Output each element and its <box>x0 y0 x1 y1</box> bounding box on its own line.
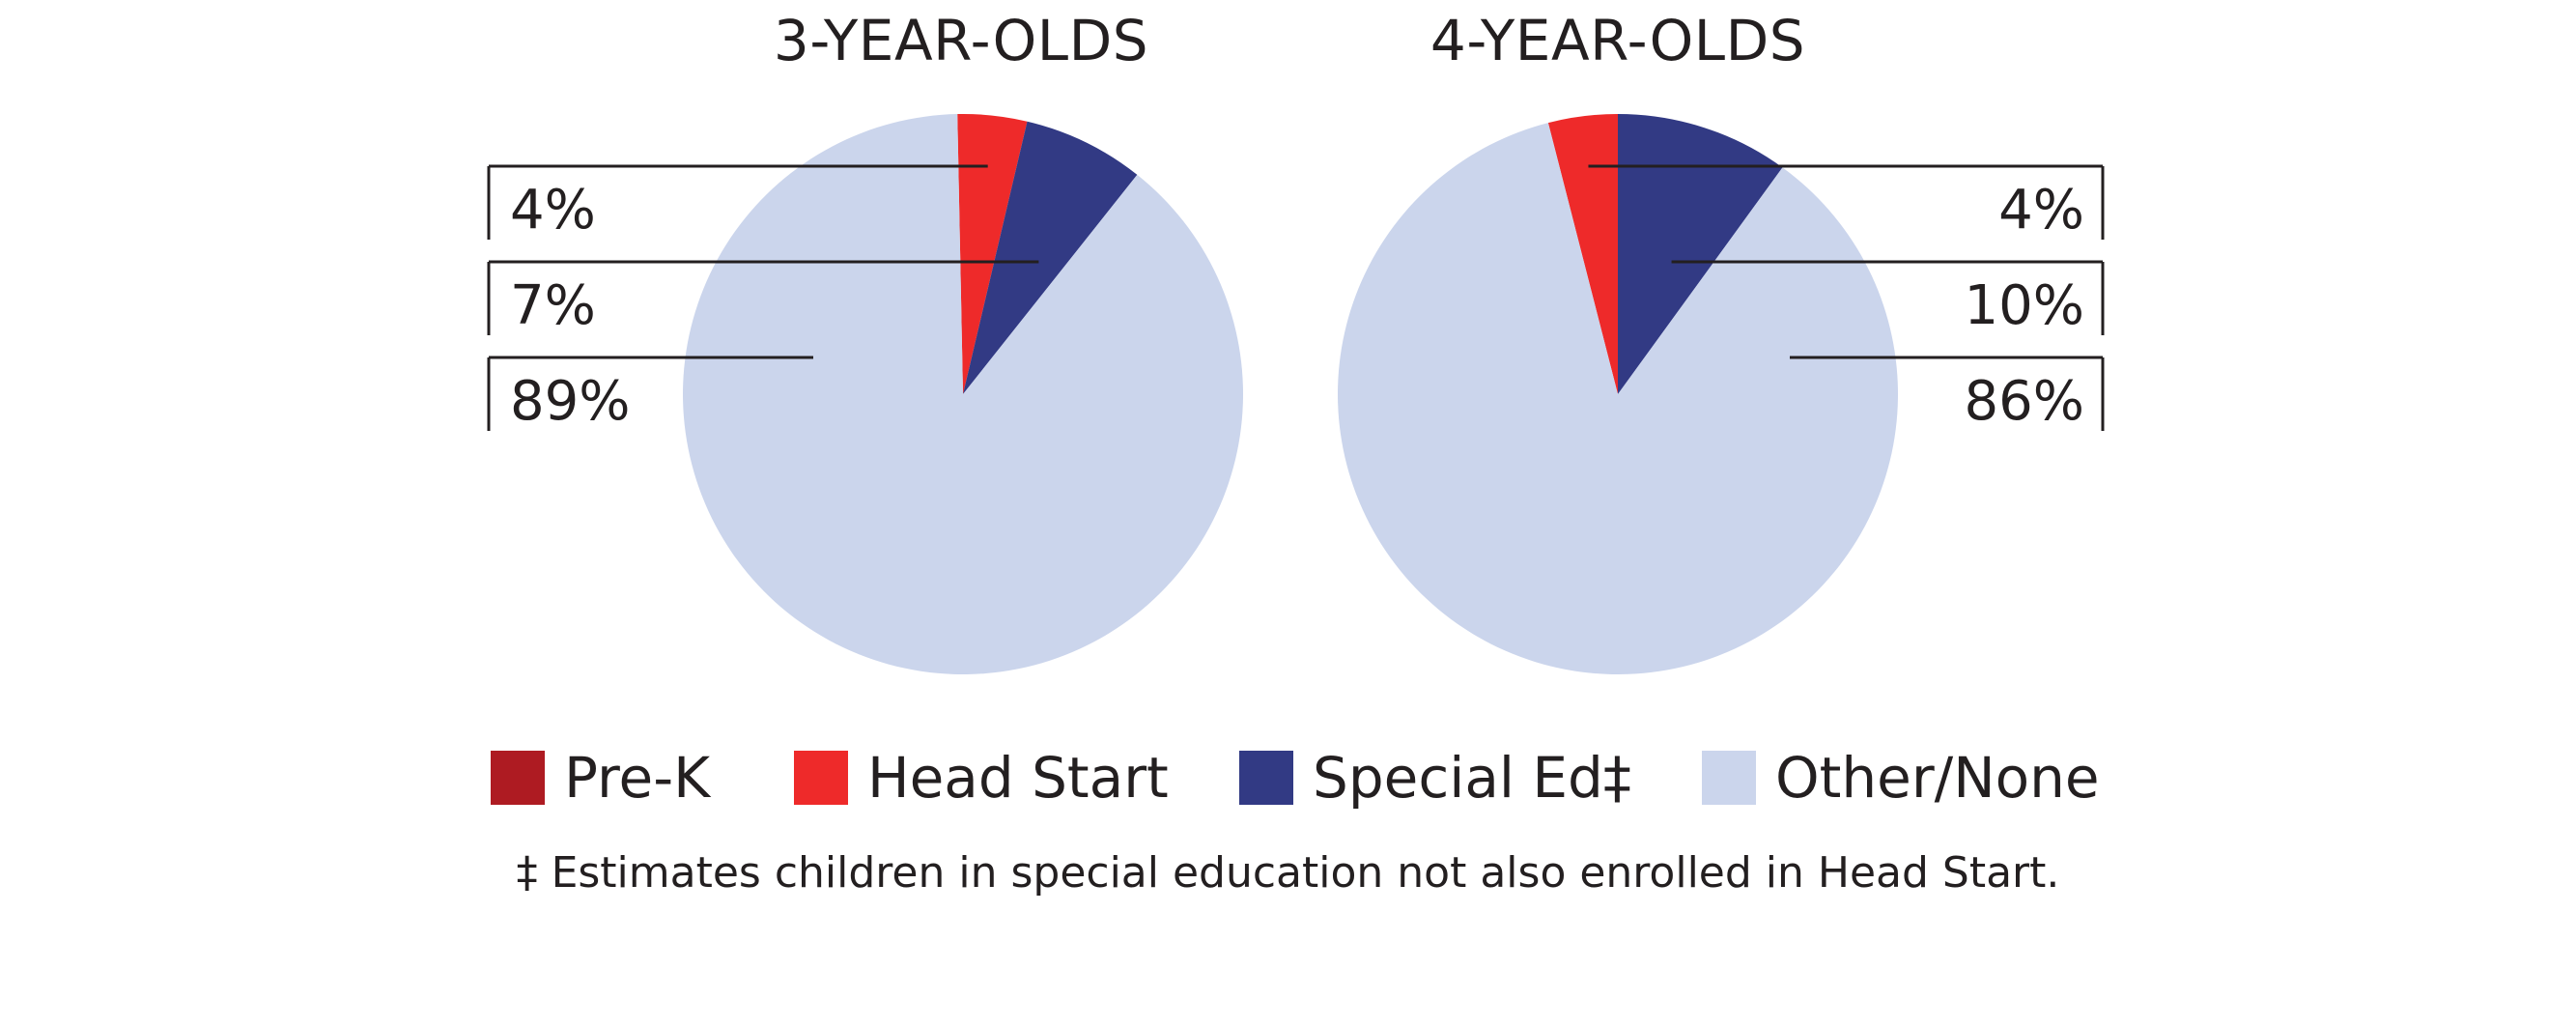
legend-label-pre-k: Pre-K <box>564 745 711 811</box>
legend-item-head-start: Head Start <box>794 739 1169 816</box>
data-label-head-start: 4% <box>510 179 596 242</box>
pie-slice-special-ed <box>1618 114 1783 394</box>
chart-title-4-year-olds: 4-YEAR-OLDS <box>1430 8 1806 73</box>
legend-swatch-pre-k <box>491 751 545 805</box>
legend-label-special-ed: Special Ed‡ <box>1313 745 1631 811</box>
legend-swatch-head-start <box>794 751 848 805</box>
pie-slice-head-start <box>957 114 1028 394</box>
legend-swatch-other-none <box>1702 751 1756 805</box>
data-label-head-start: 4% <box>1998 179 2084 242</box>
legend-item-pre-k: Pre-K <box>491 739 710 816</box>
footnote: ‡ Estimates children in special educatio… <box>516 848 2060 898</box>
legend: Pre-K Head Start Special Ed‡ Other/None <box>0 739 2576 816</box>
pie-slice-other-none <box>683 114 1244 674</box>
pie-4-year-olds: 4% 10% 86% <box>1338 114 2105 674</box>
legend-item-other-none: Other/None <box>1702 739 2100 816</box>
chart-title-3-year-olds: 3-YEAR-OLDS <box>773 8 1149 73</box>
data-label-other-none: 86% <box>1965 370 2084 433</box>
legend-label-other-none: Other/None <box>1775 745 2100 811</box>
legend-item-special-ed: Special Ed‡ <box>1239 739 1631 816</box>
data-label-other-none: 89% <box>510 370 630 433</box>
data-label-special-ed: 10% <box>1965 274 2084 337</box>
pie-slice-head-start <box>1547 114 1618 394</box>
data-label-special-ed: 7% <box>510 274 596 337</box>
legend-label-head-start: Head Start <box>867 745 1169 811</box>
legend-swatch-special-ed <box>1239 751 1293 805</box>
pie-3-year-olds: 4% 7% 89% <box>487 114 1244 674</box>
pie-slice-special-ed <box>963 121 1138 394</box>
